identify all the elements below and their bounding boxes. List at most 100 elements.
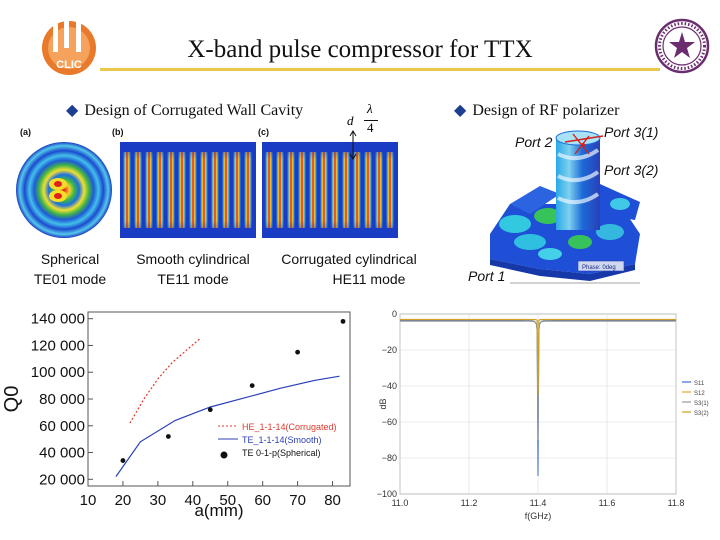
caption-smooth-line1: Smooth cylindrical (136, 251, 250, 267)
y-tick-label: 20 000 (39, 471, 85, 488)
section-cavity-header: ◆ Design of Corrugated Wall Cavity (66, 100, 303, 120)
y-tick-label: 120 000 (31, 337, 85, 354)
caption-spherical: Spherical TE01 mode (14, 249, 126, 289)
corrugation-depth-label: d (347, 113, 354, 128)
x-tick-label: 20 (115, 492, 132, 509)
x-tick-label: 11.0 (392, 498, 409, 508)
rf-polarizer-model: Phase: 0deg (490, 130, 640, 284)
corrugation-tooth (344, 232, 348, 238)
corrugation-tooth (272, 232, 276, 238)
lambda-label: λ (367, 101, 373, 116)
data-point (165, 434, 171, 439)
university-seal (654, 18, 710, 74)
corrugation-tooth (384, 232, 388, 238)
x-axis-label: a(mm) (194, 501, 243, 520)
legend-label: HE_1-1-14(Corrugated) (242, 422, 337, 432)
y-tick-label: −60 (382, 417, 397, 427)
corrugation-tooth (336, 142, 340, 148)
x-tick-label: 30 (150, 492, 167, 509)
y-tick-label: 80 000 (39, 391, 85, 408)
corrugation-tooth (288, 142, 292, 148)
panel-label-a: (a) (20, 127, 31, 137)
port-2-label: Port 2 (515, 134, 553, 150)
clic-logo-text: CLIC (56, 59, 82, 71)
data-point (120, 458, 126, 463)
section-polarizer-header: ◆ Design of RF polarizer (454, 100, 619, 120)
y-tick-label: −80 (382, 453, 397, 463)
corrugation-tooth (264, 232, 268, 238)
corrugation-tooth (336, 232, 340, 238)
data-point (249, 383, 255, 389)
corrugation-tooth (264, 142, 268, 148)
caption-spherical-line1: Spherical (40, 251, 100, 267)
data-point (295, 349, 300, 355)
y-tick-label: 60 000 (39, 418, 85, 435)
caption-corrugated-line2: HE11 mode (332, 271, 406, 287)
data-point (340, 318, 346, 324)
x-tick-label: 50 (219, 492, 236, 509)
corrugated-cylindrical-mode-image (262, 142, 398, 238)
plot-frame (87, 311, 351, 487)
x-tick-label: 10 (80, 492, 97, 509)
legend-marker (220, 451, 228, 459)
caption-corrugated: Corrugated cylindrical HE11 mode (266, 249, 432, 289)
x-tick-label: 40 (184, 492, 201, 509)
x-tick-label: 11.4 (530, 498, 547, 508)
corrugation-tooth (368, 142, 372, 148)
corrugation-tooth (360, 142, 364, 148)
series-line (400, 320, 676, 441)
corrugation-tooth (376, 142, 380, 148)
port-1-label: Port 1 (468, 268, 506, 284)
corrugation-tooth (376, 232, 380, 238)
corrugation-tooth (328, 142, 332, 148)
legend-label: S12 (694, 391, 705, 397)
x-tick-label: 11.8 (668, 498, 685, 508)
corrugation-tooth (296, 232, 300, 238)
corrugation-tooth (280, 232, 284, 238)
x-axis-label: f(GHz) (525, 511, 552, 521)
y-tick-label: −20 (382, 345, 397, 355)
corrugation-tooth (296, 142, 300, 148)
x-tick-label: 60 (254, 492, 271, 509)
port-3-2-label: Port 3(2) (604, 162, 659, 178)
y-tick-label: −100 (377, 489, 397, 499)
corrugation-tooth (392, 142, 396, 148)
y-tick-label: 0 (392, 309, 397, 319)
legend-label: S3(1) (694, 401, 709, 407)
depth-arrow-icon (349, 130, 357, 160)
corrugation-tooth (392, 232, 396, 238)
corrugation-tooth (368, 232, 372, 238)
spherical-mode-image (16, 142, 112, 238)
corrugation-tooth (320, 142, 324, 148)
corrugation-tooth (384, 142, 388, 148)
legend-label: TE_1-1-14(Smooth) (242, 435, 322, 445)
diamond-bullet-icon: ◆ (66, 102, 79, 119)
smooth-cylindrical-mode-image (120, 142, 256, 238)
corrugation-tooth (304, 142, 308, 148)
series-line (400, 320, 676, 477)
corrugation-tooth (352, 232, 356, 238)
q0-vs-radius-chart: 10 20 30 40 50 60 70 80 20 000 40 000 60 000 80 000… (1, 311, 351, 520)
corrugation-tooth (320, 232, 324, 238)
caption-smooth-line2: TE11 mode (157, 271, 229, 287)
corrugation-tooth (352, 142, 356, 148)
section-cavity-label: Design of Corrugated Wall Cavity (84, 102, 304, 119)
corrugation-tooth (272, 142, 276, 148)
section-polarizer-label: Design of RF polarizer (472, 102, 620, 119)
legend-label: S11 (694, 381, 705, 387)
slide-title: X-band pulse compressor for TTX (187, 36, 533, 63)
port-cross-marker-icon (564, 133, 604, 155)
diamond-bullet-icon: ◆ (454, 102, 467, 119)
panel-label-b: (b) (112, 127, 124, 137)
phase-label: Phase: 0deg (582, 265, 616, 271)
caption-corrugated-line1: Corrugated cylindrical (281, 251, 417, 267)
legend-label: TE 0-1-p(Spherical) (242, 448, 321, 458)
port-3-1-label: Port 3(1) (604, 124, 659, 140)
corrugation-tooth (280, 142, 284, 148)
y-tick-label: 40 000 (39, 445, 85, 462)
corrugation-tooth (312, 142, 316, 148)
clic-logo: CLIC (42, 18, 96, 75)
data-point (207, 407, 213, 413)
s-parameter-chart: 11.0 11.2 11.4 11.6 11.8 0 −20 −40 −60 −80 −100 dB f… (377, 309, 709, 521)
corrugation-tooth (304, 232, 308, 238)
